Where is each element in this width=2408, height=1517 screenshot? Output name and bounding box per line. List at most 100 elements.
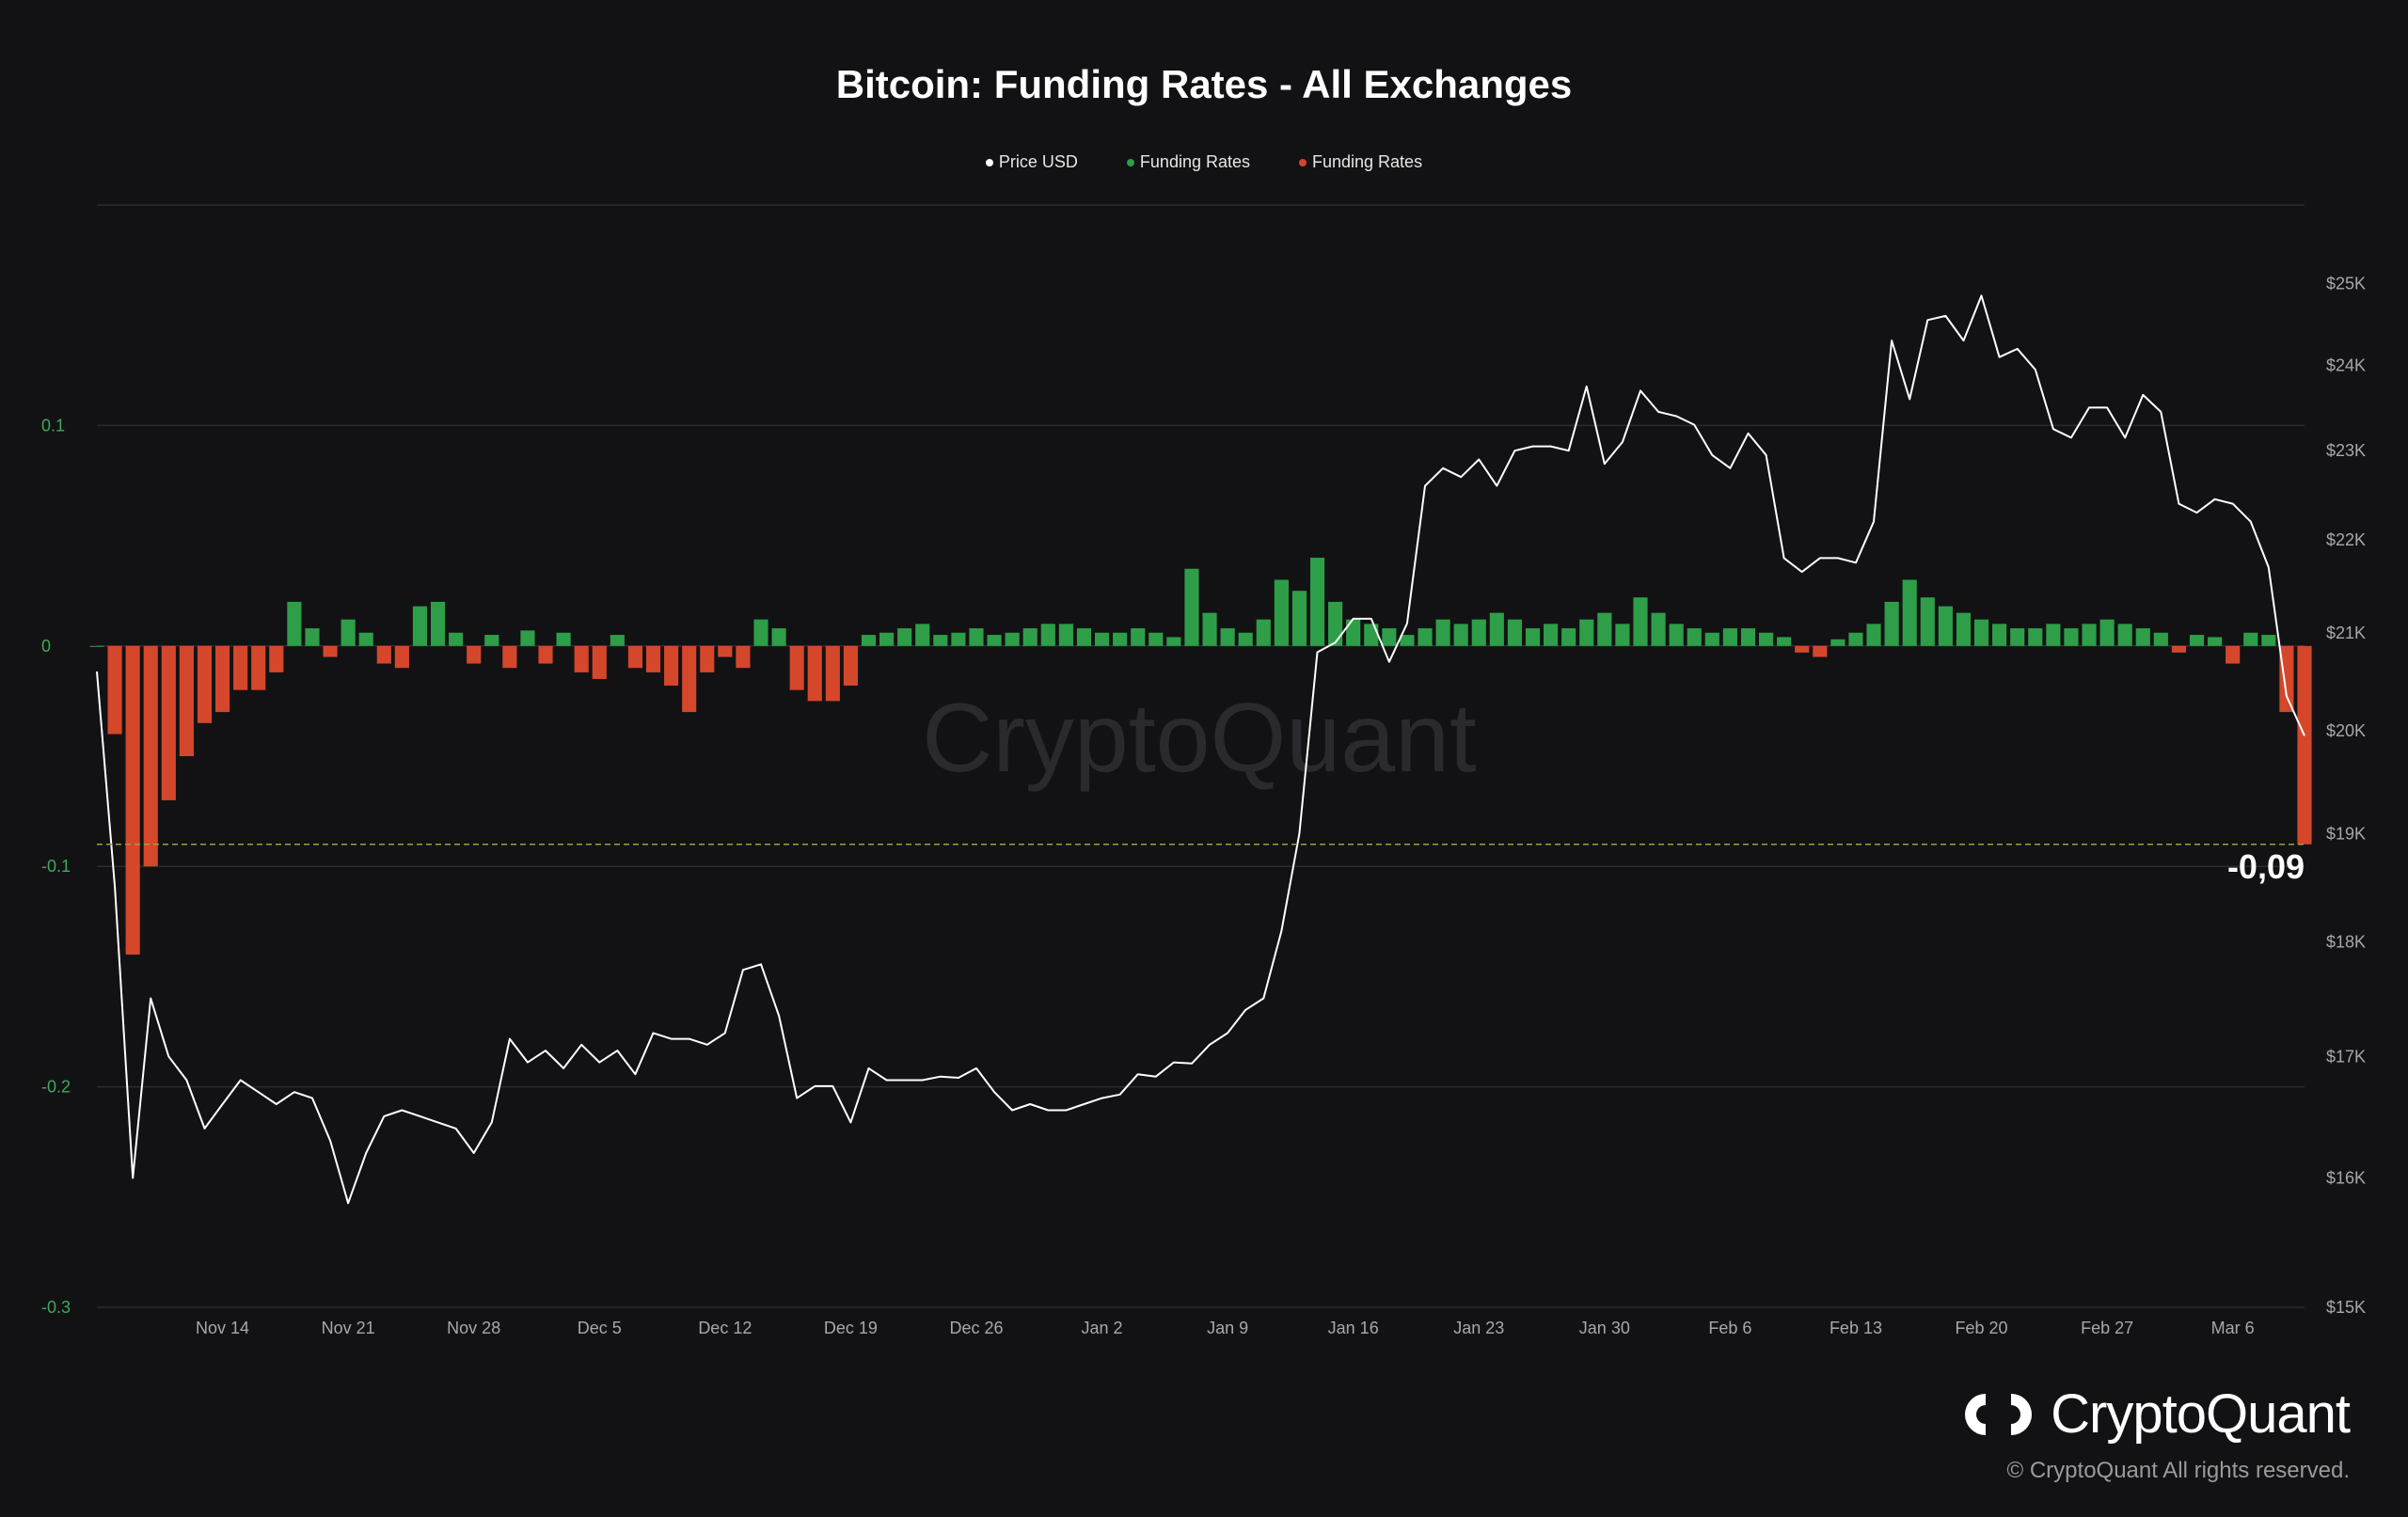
funding-rate-bar [1938, 606, 1953, 646]
funding-rate-bar [1328, 601, 1343, 646]
funding-rate-bar [1131, 628, 1146, 646]
legend-label-funding-positive: Funding Rates [1139, 152, 1250, 171]
funding-rate-bar [1651, 612, 1666, 646]
funding-rate-bar [718, 645, 733, 657]
funding-rate-bar [933, 635, 948, 646]
funding-rate-bar [987, 635, 1002, 646]
funding-rate-bar [753, 619, 768, 646]
funding-rate-bar [1149, 632, 1164, 646]
funding-rate-bar [538, 645, 553, 664]
funding-rate-bar [807, 645, 822, 702]
funding-rate-bar [233, 645, 248, 690]
funding-rate-bar [2171, 645, 2187, 653]
x-tick-label: Dec 12 [698, 1319, 752, 1337]
funding-rate-bar [107, 645, 122, 735]
funding-rate-bar [1902, 579, 1917, 646]
y-left-tick-label: 0 [41, 637, 51, 656]
legend-item-funding-negative[interactable]: Funding Rates [1299, 152, 1422, 172]
funding-rate-bar [1848, 632, 1863, 646]
funding-rate-bar [1094, 632, 1110, 646]
funding-rate-bar [897, 628, 912, 646]
funding-rate-bar [2135, 628, 2150, 646]
funding-rate-bar [1364, 624, 1379, 646]
funding-rate-bar [664, 645, 679, 686]
funding-rate-bar [2226, 645, 2241, 664]
x-tick-label: Jan 30 [1579, 1319, 1630, 1337]
funding-rate-bar [1489, 612, 1504, 646]
funding-rate-bar [1722, 628, 1737, 646]
y-right-tick-label: $19K [2326, 824, 2366, 843]
x-tick-label: Feb 6 [1708, 1319, 1751, 1337]
x-tick-label: Dec 26 [949, 1319, 1003, 1337]
funding-rate-bar [143, 645, 158, 867]
funding-rate-bar [592, 645, 607, 679]
y-right-tick-label: $16K [2326, 1168, 2366, 1187]
funding-rate-bar [179, 645, 194, 756]
y-left-tick-label: -0.3 [41, 1298, 71, 1317]
funding-rate-bar [1058, 624, 1073, 646]
funding-rate-bar [449, 632, 464, 646]
funding-rate-bar [1202, 612, 1217, 646]
funding-rate-bar [2297, 645, 2312, 845]
brand-name: CryptoQuant [2051, 1383, 2351, 1445]
x-tick-label: Nov 14 [196, 1319, 249, 1337]
copyright: © CryptoQuant All rights reserved. [2006, 1458, 2351, 1483]
funding-rate-bar [2082, 624, 2097, 646]
funding-rate-bar [825, 645, 840, 702]
y-left-tick-label: -0.1 [41, 857, 71, 876]
y-right-tick-label: $25K [2326, 275, 2366, 293]
funding-rate-bar [1435, 619, 1450, 646]
funding-rate-bar [341, 619, 356, 646]
legend: Price USD Funding Rates Funding Rates [0, 152, 2408, 172]
x-tick-label: Feb 13 [1830, 1319, 1882, 1337]
funding-rate-bar [1166, 637, 1181, 646]
funding-rate-bar [269, 645, 284, 672]
funding-rate-bar [1579, 619, 1594, 646]
funding-rate-bar [1274, 579, 1289, 646]
funding-rate-bar [1076, 628, 1092, 646]
funding-rate-bar [610, 635, 625, 646]
funding-rate-bar [574, 645, 589, 672]
funding-rate-bar [1220, 628, 1235, 646]
x-tick-label: Feb 20 [1956, 1319, 2008, 1337]
funding-rate-bar [969, 628, 984, 646]
funding-rate-bar [2117, 624, 2132, 646]
legend-dot-price [985, 158, 993, 166]
funding-rate-bar [861, 635, 877, 646]
funding-rate-bar [376, 645, 391, 664]
y-right-tick-label: $20K [2326, 721, 2366, 740]
legend-item-price[interactable]: Price USD [985, 152, 1078, 172]
funding-rate-bar [700, 645, 715, 672]
legend-item-funding-positive[interactable]: Funding Rates [1126, 152, 1250, 172]
funding-rate-bar [287, 601, 302, 646]
x-tick-label: Jan 23 [1453, 1319, 1504, 1337]
funding-rate-bar [2261, 635, 2276, 646]
funding-rate-bar [2243, 632, 2258, 646]
price-usd-line [96, 294, 2305, 1205]
funding-rate-bar [1291, 591, 1307, 646]
y-left-tick-label: 0.1 [41, 416, 65, 435]
chart-title: Bitcoin: Funding Rates - All Exchanges [835, 62, 1573, 106]
reference-label: -0,09 [2227, 847, 2305, 886]
x-tick-label: Jan 16 [1328, 1319, 1379, 1337]
funding-rate-bar [627, 645, 643, 669]
funding-rate-bar [1920, 597, 1935, 646]
funding-rate-bar [556, 632, 571, 646]
funding-rate-bar [1022, 628, 1038, 646]
funding-rate-bar [1238, 632, 1253, 646]
y-left-tick-label: -0.2 [41, 1078, 71, 1097]
y-right-tick-label: $24K [2326, 356, 2366, 375]
funding-rate-bar [1418, 628, 1433, 646]
funding-rate-bar [484, 635, 499, 646]
funding-rate-bar [1615, 624, 1630, 646]
funding-rate-bar [1040, 624, 1055, 646]
funding-rate-bar [1992, 624, 2007, 646]
x-tick-label: Dec 19 [824, 1319, 878, 1337]
funding-rate-bar [1113, 632, 1128, 646]
funding-rate-bar [1382, 628, 1397, 646]
funding-rate-bar [645, 645, 661, 672]
funding-rate-bar [1687, 628, 1702, 646]
funding-rate-bar [736, 645, 751, 669]
funding-rate-bar [520, 630, 535, 646]
funding-rate-bar [305, 628, 320, 646]
